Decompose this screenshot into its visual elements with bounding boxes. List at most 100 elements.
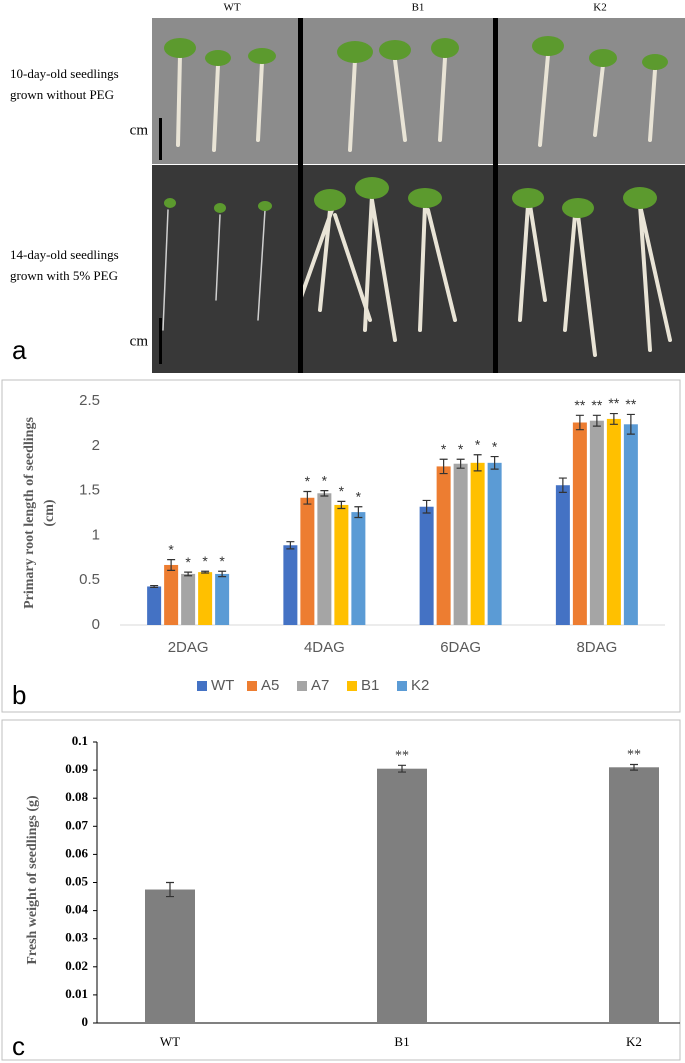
- error-bar: [184, 571, 193, 577]
- significance: *: [441, 441, 447, 457]
- significance: **: [591, 397, 602, 413]
- y-tick-label: 0.03: [65, 930, 88, 945]
- y-tick-label: 0.05: [65, 873, 88, 888]
- significance: *: [185, 554, 191, 570]
- scale-unit: cm: [130, 122, 149, 138]
- x-tick-label: 8DAG: [576, 639, 617, 656]
- y-tick-label: 0.5: [79, 571, 100, 588]
- significance: *: [475, 436, 481, 452]
- bar: [453, 463, 468, 625]
- bar: [198, 572, 213, 625]
- panel-frame: [1, 379, 681, 713]
- error-bar: [337, 500, 346, 510]
- bar: [181, 573, 196, 625]
- y-tick-label: 0.08: [65, 789, 88, 804]
- bar: [164, 564, 179, 625]
- bar: [589, 420, 604, 625]
- error-bar: [626, 413, 635, 435]
- error-bar: [320, 490, 329, 497]
- y-tick-label: 0.09: [65, 761, 88, 776]
- x-tick-label: 2DAG: [168, 639, 209, 656]
- y-tick-label: 0.07: [65, 817, 88, 832]
- y-tick-label: 0.02: [65, 958, 88, 973]
- error-bar: [303, 490, 312, 505]
- row-caption: grown without PEG: [10, 87, 114, 102]
- legend-label: A7: [311, 677, 329, 694]
- significance: *: [322, 472, 328, 488]
- significance: *: [305, 473, 311, 489]
- significance: *: [458, 441, 464, 457]
- error-bar: [558, 477, 567, 493]
- bar: [572, 422, 587, 625]
- x-tick-label: WT: [160, 1034, 180, 1049]
- legend-swatch: [297, 681, 307, 691]
- bar: [215, 573, 230, 625]
- error-bar: [575, 414, 584, 431]
- error-bar: [422, 499, 431, 514]
- column-label: K2: [593, 2, 606, 14]
- bar: [317, 493, 332, 625]
- error-bar: [630, 763, 638, 771]
- bar: [555, 485, 570, 625]
- bar: [419, 506, 434, 625]
- y-axis-label: (cm): [42, 499, 57, 527]
- bar: [145, 889, 195, 1023]
- bar: [436, 466, 451, 625]
- column-label: B1: [412, 2, 425, 14]
- significance: **: [625, 396, 636, 412]
- bar: [351, 512, 366, 625]
- scale-unit: cm: [130, 333, 149, 349]
- error-bar: [490, 455, 499, 470]
- column-label: WT: [223, 2, 240, 14]
- error-bar: [592, 414, 601, 427]
- significance: *: [168, 541, 174, 557]
- y-tick-label: 2.5: [79, 392, 100, 409]
- y-tick-label: 0.06: [65, 845, 88, 860]
- legend-swatch: [247, 681, 257, 691]
- bar: [623, 424, 638, 625]
- bar: [377, 768, 427, 1023]
- y-tick-label: 1.5: [79, 482, 100, 499]
- error-bar: [439, 458, 448, 475]
- significance: **: [395, 749, 409, 764]
- significance: **: [627, 748, 641, 763]
- legend-swatch: [197, 681, 207, 691]
- error-bar: [609, 412, 618, 425]
- error-bar: [201, 570, 210, 574]
- panel-label: c: [12, 1031, 25, 1061]
- legend-label: WT: [211, 677, 234, 694]
- divider: [298, 18, 303, 373]
- error-bar: [166, 881, 174, 898]
- y-axis-label: Fresh weight of seedlings (g): [25, 795, 40, 965]
- y-axis-label: Primary root length of seedlings: [22, 417, 37, 609]
- error-bar: [354, 506, 363, 519]
- row-caption: grown with 5% PEG: [10, 268, 118, 283]
- divider: [493, 18, 498, 373]
- significance: **: [574, 397, 585, 413]
- y-tick-label: 0: [82, 1014, 89, 1029]
- x-tick-label: B1: [394, 1034, 409, 1049]
- photo-top: [152, 18, 685, 164]
- significance: *: [219, 553, 225, 569]
- y-tick-label: 0.01: [65, 986, 88, 1001]
- error-bar: [218, 570, 227, 578]
- error-bar: [473, 454, 482, 472]
- error-bar: [150, 584, 159, 588]
- seedlings: [162, 36, 672, 357]
- significance: *: [356, 488, 362, 504]
- bar: [487, 462, 502, 625]
- significance: *: [202, 553, 208, 569]
- x-tick-label: 6DAG: [440, 639, 481, 656]
- x-tick-label: 4DAG: [304, 639, 345, 656]
- legend-label: K2: [411, 677, 429, 694]
- bar: [470, 462, 485, 625]
- error-bar: [456, 458, 465, 469]
- bar: [300, 497, 315, 625]
- legend-label: B1: [361, 677, 379, 694]
- error-bar: [286, 541, 295, 550]
- panel-label: a: [12, 335, 27, 365]
- scale-bar: [159, 118, 162, 160]
- error-bar: [398, 764, 406, 773]
- bar: [147, 586, 162, 625]
